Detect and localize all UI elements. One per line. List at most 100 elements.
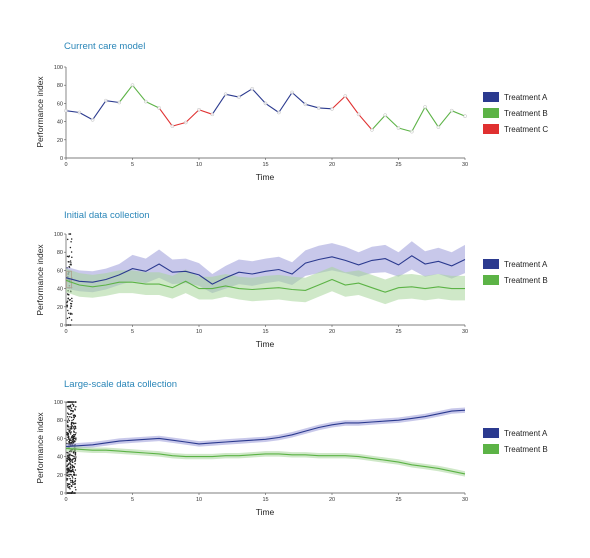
sample-dot	[74, 414, 76, 417]
sample-dot	[68, 462, 71, 464]
sample-dot	[73, 430, 75, 432]
sample-dot	[66, 238, 69, 241]
sample-dot	[74, 477, 77, 480]
sample-dot	[66, 300, 69, 303]
sample-dot	[71, 475, 73, 478]
sample-dot	[70, 416, 73, 419]
sample-dot	[74, 469, 77, 471]
sample-dot	[68, 470, 71, 472]
panel-2-xlabel: Time	[256, 339, 275, 349]
y-tick-label: 80	[57, 418, 63, 424]
sample-dot	[66, 420, 69, 422]
sample-dot	[68, 475, 70, 478]
series-segment	[211, 93, 227, 115]
data-point	[157, 106, 161, 110]
data-point	[436, 125, 441, 129]
data-point	[409, 129, 414, 134]
sample-dot	[66, 304, 68, 307]
data-point	[276, 110, 281, 115]
confidence-band	[66, 266, 465, 305]
sample-dot	[74, 481, 76, 483]
x-tick-label: 10	[196, 162, 202, 168]
data-point	[316, 106, 321, 110]
sample-dot	[69, 465, 72, 468]
data-point	[463, 114, 467, 118]
panel-1-title: Current care model	[64, 41, 145, 52]
series-segment	[265, 102, 280, 113]
sample-dot	[74, 440, 76, 443]
sample-dot	[70, 251, 73, 253]
sample-dot	[73, 433, 75, 436]
series-segment	[424, 106, 439, 128]
sample-dot	[75, 474, 77, 476]
sample-dot	[66, 317, 69, 320]
x-tick-label: 25	[395, 329, 401, 335]
sample-dot	[68, 492, 70, 494]
sample-dot	[75, 489, 77, 491]
series-segment	[225, 93, 240, 98]
legend-swatch	[483, 124, 499, 134]
series-segment	[358, 113, 373, 131]
y-tick-label: 20	[57, 138, 63, 144]
y-tick-label: 80	[57, 83, 63, 89]
sample-dot	[68, 419, 71, 422]
sample-dot	[69, 260, 72, 262]
data-point	[183, 120, 188, 125]
x-tick-label: 20	[329, 497, 335, 503]
sample-dot	[74, 462, 76, 465]
x-tick-label: 15	[262, 162, 268, 168]
sample-dot	[66, 460, 68, 462]
series-segment	[411, 106, 426, 132]
sample-dot	[71, 419, 73, 422]
y-tick-label: 0	[60, 323, 63, 329]
y-tick-label: 40	[57, 120, 63, 126]
sample-dot	[66, 484, 69, 487]
sample-dot	[71, 409, 73, 412]
y-tick-label: 60	[57, 101, 63, 107]
sample-dot	[68, 312, 70, 314]
sample-dot	[74, 425, 76, 428]
sample-dot	[69, 307, 72, 309]
sample-dot	[71, 455, 74, 457]
series-segment	[158, 107, 173, 127]
sample-dot	[69, 413, 72, 415]
sample-dot	[70, 485, 73, 487]
sample-dot	[70, 470, 72, 472]
sample-dot	[70, 426, 72, 429]
sample-dot	[73, 492, 75, 494]
sample-dot	[67, 428, 69, 431]
data-point	[90, 117, 95, 122]
sample-dot	[67, 418, 70, 420]
sample-dot	[69, 459, 71, 461]
sample-dot	[69, 416, 71, 418]
panel-3-legend: Treatment A Treatment B	[483, 428, 548, 454]
series-segment	[92, 100, 107, 121]
sample-dot	[68, 439, 71, 442]
y-tick-label: 60	[57, 436, 63, 442]
series-segment	[318, 107, 333, 110]
sample-dot	[70, 464, 72, 466]
sample-dot	[73, 422, 75, 425]
sample-dot	[67, 421, 69, 424]
panel-2-ylabel: Performance index	[35, 244, 45, 316]
sample-dot	[70, 409, 72, 412]
y-tick-label: 40	[57, 455, 63, 461]
x-tick-label: 5	[131, 329, 134, 335]
sample-dot	[68, 316, 71, 319]
y-tick-label: 20	[57, 473, 63, 479]
y-tick-label: 20	[57, 305, 63, 311]
sample-dot	[70, 305, 72, 307]
data-point	[330, 107, 334, 111]
series-segment	[79, 112, 93, 121]
sample-dot	[71, 300, 73, 302]
panel-2-title: Initial data collection	[64, 210, 150, 221]
legend-swatch	[483, 108, 499, 118]
sample-dot	[67, 324, 70, 326]
sample-dot	[74, 422, 77, 424]
sample-dot	[66, 479, 68, 481]
sample-dot	[66, 439, 68, 441]
sample-dot	[73, 428, 76, 430]
x-tick-label: 15	[262, 329, 268, 335]
series-segment	[331, 95, 346, 110]
sample-dot	[70, 423, 73, 426]
